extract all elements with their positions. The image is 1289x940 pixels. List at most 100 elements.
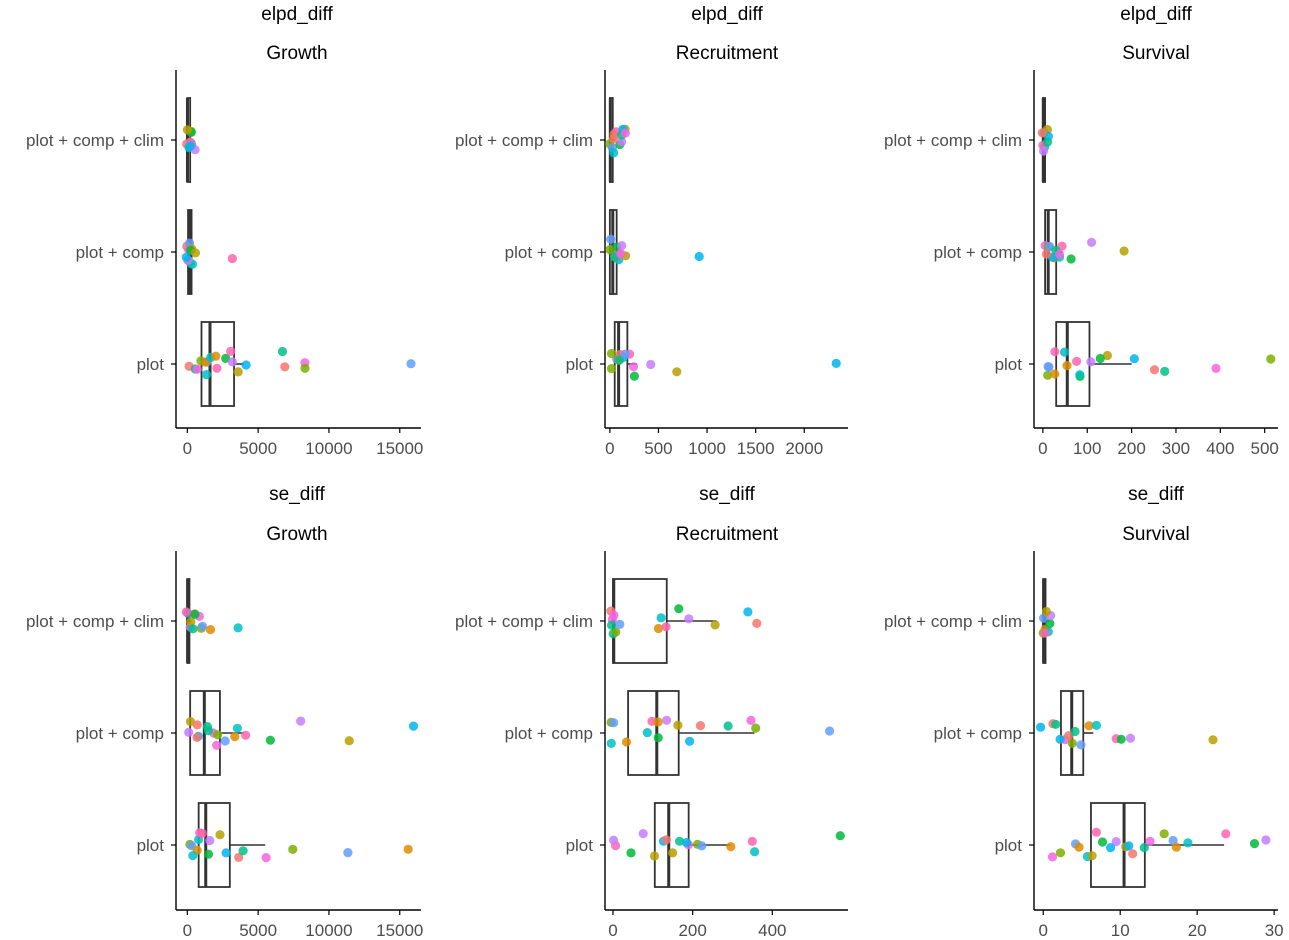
data-point xyxy=(1076,740,1086,750)
data-point xyxy=(675,836,685,846)
data-point xyxy=(1084,721,1094,731)
x-tick-label: 0 xyxy=(1038,439,1047,458)
data-point xyxy=(220,736,230,746)
y-tick-label: plot + comp + clim xyxy=(884,131,1022,150)
x-tick-label: 200 xyxy=(678,921,706,940)
data-point xyxy=(628,362,639,372)
data-point xyxy=(661,622,671,632)
data-point xyxy=(674,604,684,614)
data-point xyxy=(1128,849,1138,859)
y-tick-label: plot + comp xyxy=(505,243,593,262)
data-point xyxy=(1036,722,1046,732)
data-point xyxy=(1054,249,1065,259)
x-tick-label: 300 xyxy=(1162,439,1190,458)
y-tick-label: plot xyxy=(137,836,165,855)
x-tick-label: 5000 xyxy=(239,439,277,458)
data-point xyxy=(606,348,617,359)
data-point xyxy=(1043,370,1053,380)
data-point xyxy=(609,610,619,620)
data-point xyxy=(188,851,198,861)
y-tick-label: plot + comp + clim xyxy=(455,612,593,631)
data-point xyxy=(185,141,195,151)
data-point xyxy=(1145,836,1155,846)
data-point xyxy=(649,851,660,861)
data-point xyxy=(1261,835,1271,845)
data-point xyxy=(606,234,616,244)
data-point xyxy=(1095,353,1105,364)
data-point xyxy=(653,623,664,634)
y-tick-label: plot + comp + clim xyxy=(26,131,164,150)
panel-title: se_diff xyxy=(269,484,325,505)
x-tick-label: 200 xyxy=(1117,439,1145,458)
x-tick-label: 0 xyxy=(608,921,617,940)
data-point xyxy=(621,737,632,747)
data-point xyxy=(629,371,640,381)
y-tick-label: plot xyxy=(566,355,594,374)
x-tick-label: 10000 xyxy=(305,439,352,458)
data-point xyxy=(661,835,671,845)
x-tick-label: 10 xyxy=(1111,921,1130,940)
x-tick-label: 0 xyxy=(605,439,614,458)
data-point xyxy=(1066,254,1076,264)
data-point xyxy=(673,720,683,730)
y-tick-label: plot + comp xyxy=(505,724,593,743)
panel-p6: se_diff Survival 0 10 20 30 plot + comp + clim… xyxy=(884,484,1284,940)
box-body xyxy=(627,690,680,776)
data-point xyxy=(1074,842,1084,852)
data-point xyxy=(221,848,231,858)
data-point xyxy=(615,619,625,630)
data-point xyxy=(723,721,733,731)
data-point xyxy=(743,607,753,617)
data-point xyxy=(1125,733,1136,743)
panel-title: se_diff xyxy=(699,484,755,505)
data-point xyxy=(1041,606,1051,617)
data-point xyxy=(1249,839,1260,849)
data-point xyxy=(182,125,192,135)
data-point xyxy=(1149,365,1160,375)
data-point xyxy=(1266,354,1276,364)
data-point xyxy=(684,614,694,624)
data-point xyxy=(1038,146,1049,156)
panel-title: elpd_diff xyxy=(691,4,763,25)
x-tick-label: 1500 xyxy=(737,439,775,458)
data-point xyxy=(726,842,736,852)
data-point xyxy=(184,727,194,738)
data-point xyxy=(653,717,663,727)
data-point xyxy=(1040,628,1050,638)
data-point xyxy=(1050,369,1060,379)
data-point xyxy=(188,624,198,634)
y-tick-label: plot + comp xyxy=(76,724,164,743)
data-point xyxy=(642,728,652,738)
data-point xyxy=(344,736,354,746)
x-tick-label: 0 xyxy=(183,921,192,940)
data-point xyxy=(609,134,619,144)
data-point xyxy=(620,349,630,359)
data-point xyxy=(685,736,695,746)
data-point xyxy=(203,726,213,736)
box-body xyxy=(613,321,629,407)
panel-subtitle: Growth xyxy=(266,43,327,64)
data-point xyxy=(226,346,236,356)
y-tick-label: plot xyxy=(137,355,165,374)
y-tick-label: plot xyxy=(566,836,594,855)
x-tick-label: 100 xyxy=(1073,439,1101,458)
data-point xyxy=(1097,837,1108,847)
data-point xyxy=(280,362,290,372)
data-point xyxy=(1208,735,1218,745)
data-point xyxy=(611,627,621,637)
data-point xyxy=(1075,370,1085,380)
data-point xyxy=(201,370,211,380)
data-point xyxy=(616,249,626,259)
data-point xyxy=(227,357,237,367)
data-point xyxy=(1087,237,1097,247)
data-point xyxy=(1124,841,1134,851)
data-point xyxy=(617,137,627,147)
data-point xyxy=(1045,618,1055,629)
data-point xyxy=(617,241,627,251)
x-tick-label: 20 xyxy=(1188,921,1207,940)
data-point xyxy=(682,837,692,848)
panel-p3: elpd_diff Survival 0 100 200 300 400 500 plot + … xyxy=(884,4,1279,458)
data-point xyxy=(233,623,243,633)
data-point xyxy=(646,359,656,370)
x-tick-label: 0 xyxy=(183,439,192,458)
